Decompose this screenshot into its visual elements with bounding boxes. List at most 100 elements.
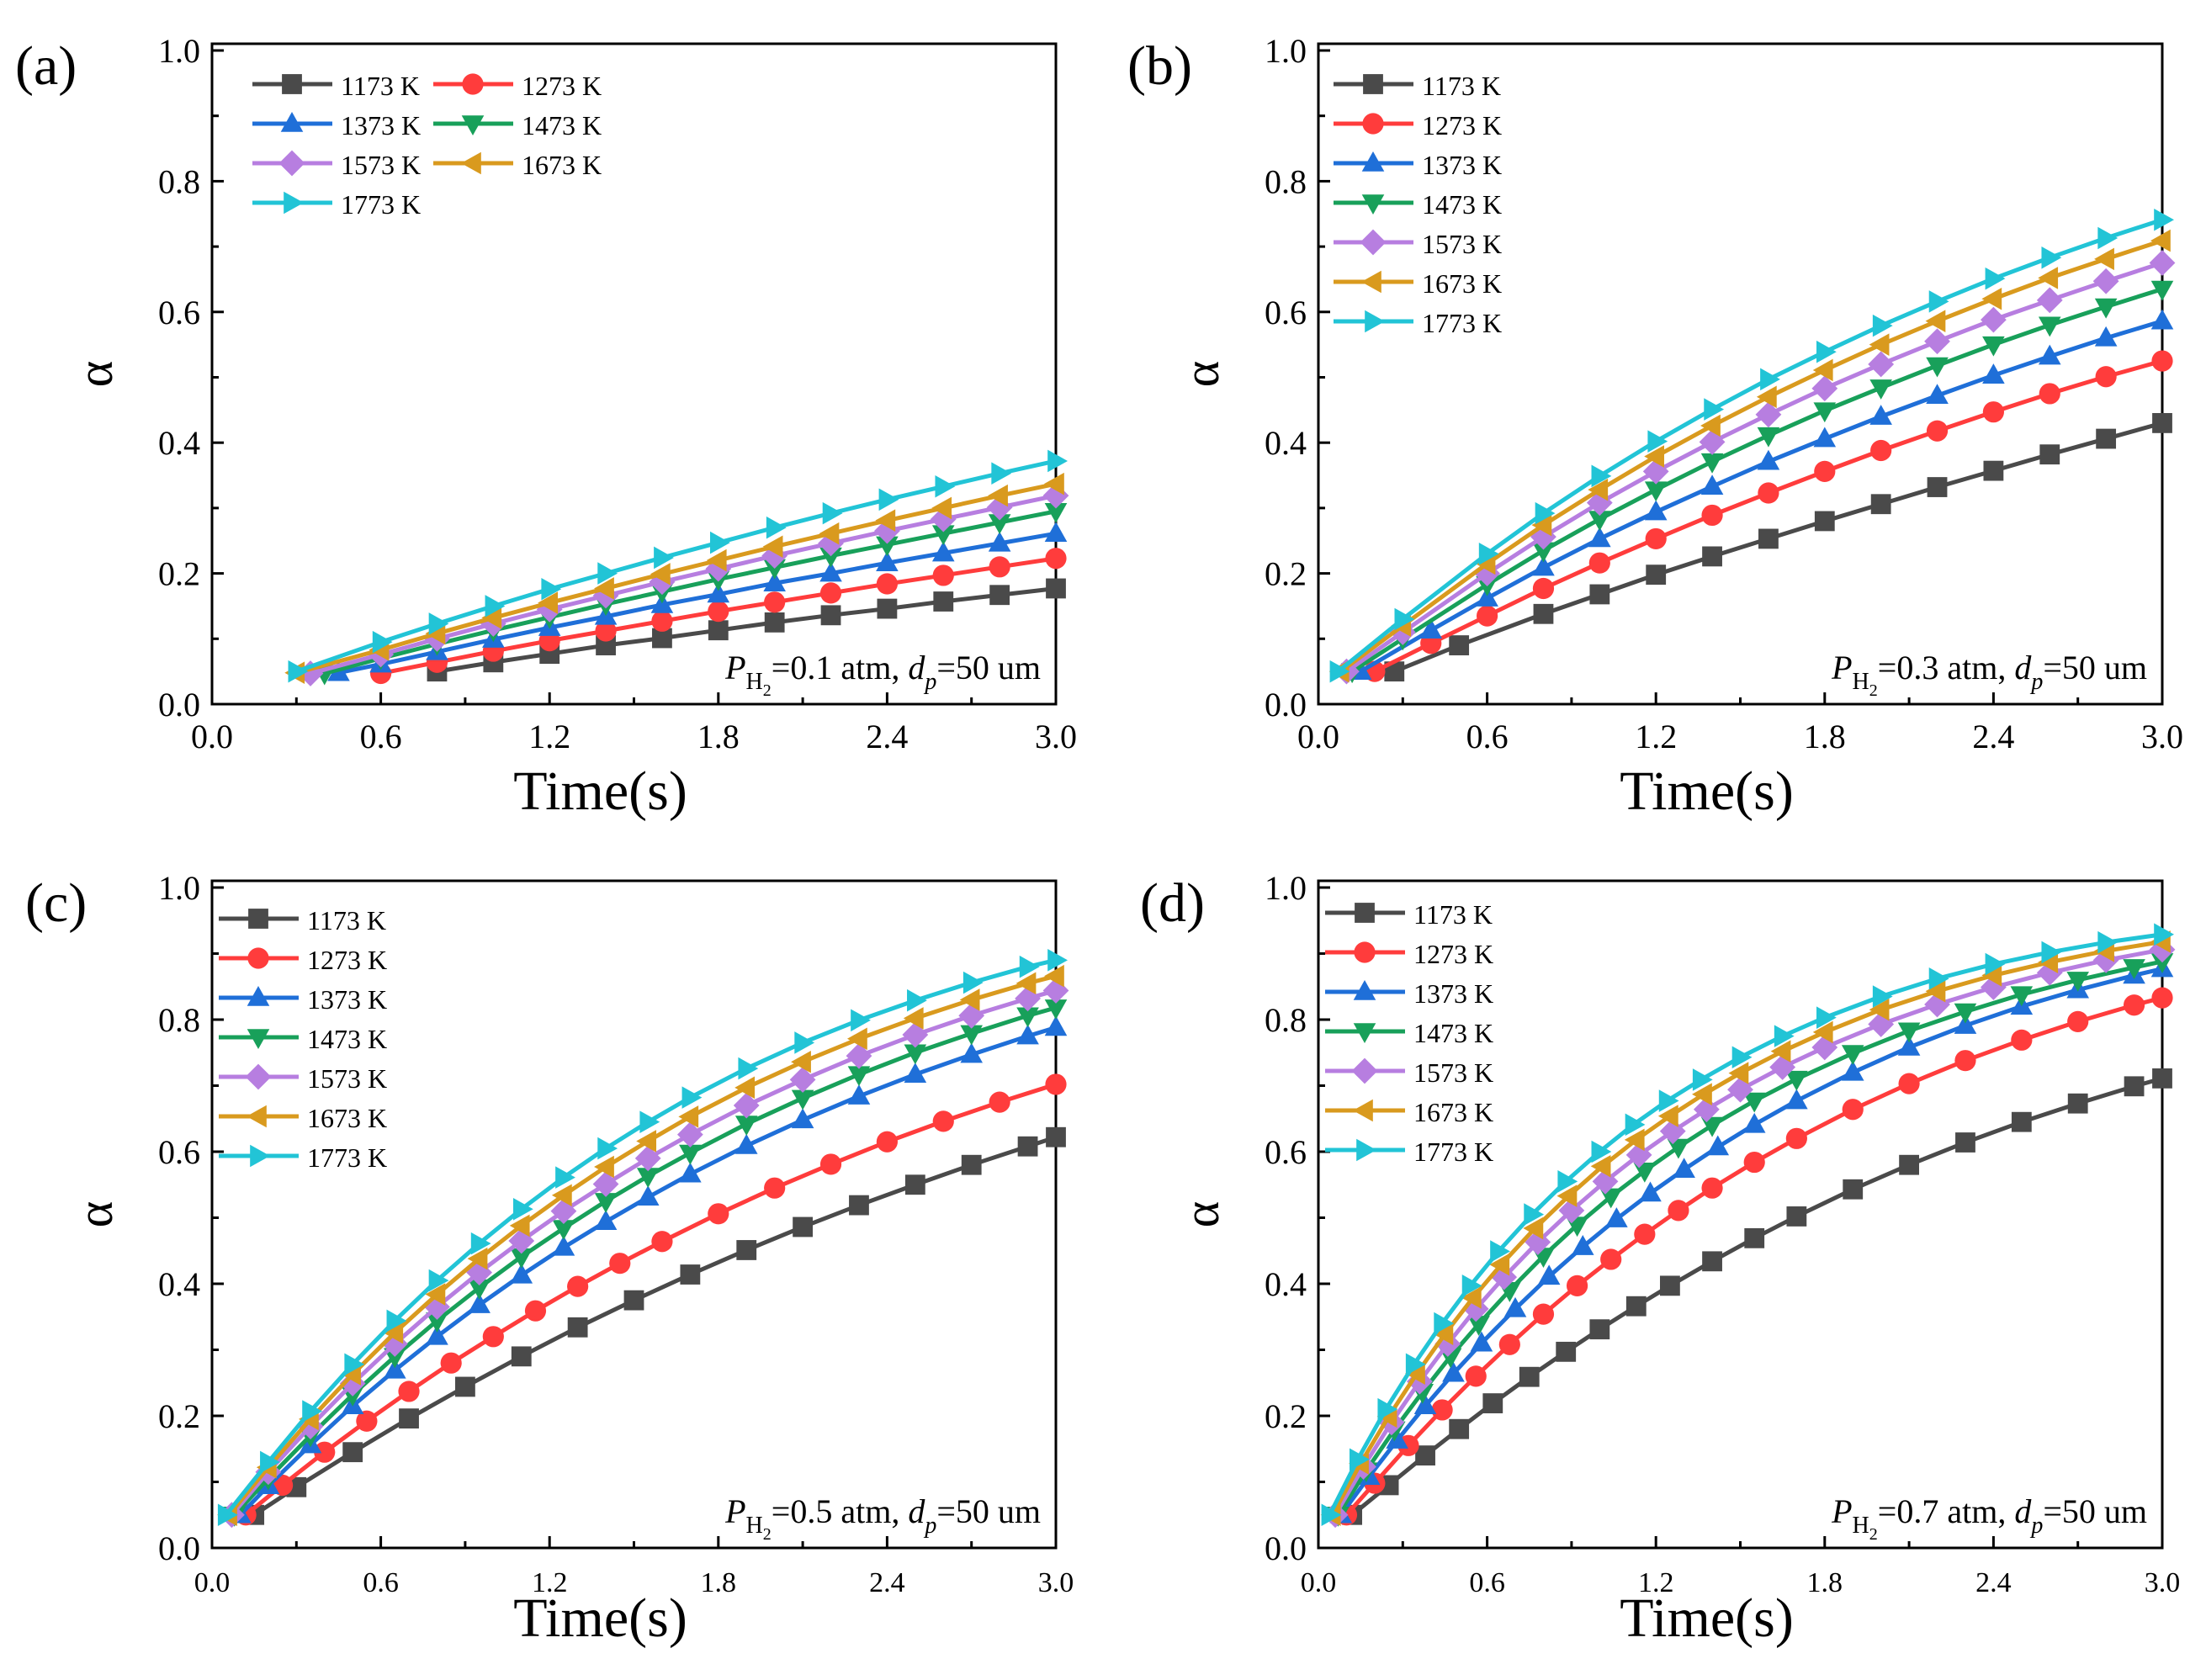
data-point xyxy=(1588,527,1611,548)
series-1473-K xyxy=(1340,280,2174,684)
data-point xyxy=(1532,555,1555,576)
legend-marker xyxy=(1361,194,1385,215)
data-point xyxy=(903,1007,924,1030)
y-tick-label: 0.8 xyxy=(158,1001,200,1039)
data-point xyxy=(551,1184,572,1207)
data-point xyxy=(1461,1286,1482,1309)
data-point xyxy=(1742,1092,1766,1113)
data-point xyxy=(819,561,842,582)
data-point xyxy=(793,1216,813,1237)
data-point xyxy=(733,1092,760,1119)
data-point xyxy=(1449,635,1470,655)
data-point xyxy=(1531,513,1552,537)
x-tick-label: 1.8 xyxy=(697,718,740,755)
data-point xyxy=(426,1324,448,1345)
data-point xyxy=(1377,1397,1398,1421)
data-point xyxy=(1897,1035,1921,1056)
data-point xyxy=(508,1227,535,1254)
y-axis-label: α xyxy=(67,361,123,387)
data-point xyxy=(1869,998,1890,1021)
data-point xyxy=(550,1198,577,1225)
data-point xyxy=(1702,546,1722,567)
series-1173-K xyxy=(1384,412,2172,682)
data-point xyxy=(1586,490,1613,517)
annotation-dsub: p xyxy=(923,1513,936,1539)
data-point xyxy=(1434,1312,1455,1335)
data-point xyxy=(1872,314,1893,337)
data-point xyxy=(1639,1181,1662,1202)
data-point xyxy=(961,1154,982,1175)
data-point xyxy=(1042,482,1069,509)
data-point xyxy=(2149,250,2176,276)
data-point xyxy=(1490,1240,1510,1263)
data-point xyxy=(597,1137,618,1160)
legend-label: 1573 K xyxy=(341,150,421,180)
series-line xyxy=(227,973,1057,1517)
data-point xyxy=(764,612,785,633)
data-point xyxy=(1982,363,2005,384)
data-point xyxy=(930,506,957,533)
data-point xyxy=(1954,1014,1977,1034)
data-point xyxy=(1016,1007,1039,1028)
data-point xyxy=(988,484,1008,507)
legend-label: 1173 K xyxy=(341,71,420,101)
data-point xyxy=(467,1247,488,1270)
data-point xyxy=(849,1195,869,1216)
annotation-size: =50 um xyxy=(936,649,1041,686)
x-axis-label: Time(s) xyxy=(1620,761,1794,822)
y-tick-label: 0.8 xyxy=(158,162,200,200)
data-point xyxy=(676,1121,703,1147)
y-tick-label: 1.0 xyxy=(158,32,200,70)
data-point xyxy=(875,509,896,532)
data-point xyxy=(1482,1393,1503,1413)
legend-label: 1173 K xyxy=(1413,899,1493,930)
legend-label: 1673 K xyxy=(1413,1097,1493,1127)
data-point xyxy=(761,543,788,570)
x-tick-label: 2.4 xyxy=(1975,1567,2012,1598)
data-point xyxy=(1600,1248,1622,1270)
data-point xyxy=(935,474,956,498)
data-point xyxy=(1785,1127,1807,1149)
series-1273-K xyxy=(1335,987,2173,1526)
data-point xyxy=(1981,964,2002,987)
data-point xyxy=(1442,1361,1465,1382)
data-point xyxy=(877,598,898,619)
x-tick-label: 0.0 xyxy=(1297,718,1339,755)
data-point xyxy=(1015,985,1041,1012)
data-point xyxy=(1928,967,1949,990)
data-point xyxy=(592,582,619,609)
x-tick-label: 3.0 xyxy=(1035,718,1077,755)
data-point xyxy=(819,547,842,568)
data-point xyxy=(1644,500,1668,521)
data-point xyxy=(2154,923,2174,946)
y-axis-label: α xyxy=(1174,361,1229,387)
x-tick-label: 2.4 xyxy=(1972,718,2014,755)
annotation-dsub: p xyxy=(2029,669,2043,695)
data-point xyxy=(1813,427,1837,448)
data-point xyxy=(2124,1076,2145,1097)
x-tick-label: 2.4 xyxy=(869,1567,905,1598)
data-point xyxy=(989,1091,1010,1113)
x-tick-label: 1.2 xyxy=(532,1567,568,1598)
plot-frame xyxy=(210,879,1058,1550)
legend-label: 1273 K xyxy=(307,945,387,975)
annotation-sub: H xyxy=(1853,669,1869,695)
legend-marker xyxy=(1361,270,1381,294)
legend-marker xyxy=(247,1105,267,1128)
data-point xyxy=(679,1162,702,1183)
data-point xyxy=(1928,290,1949,313)
data-point xyxy=(710,531,730,554)
data-point xyxy=(819,1153,842,1175)
data-point xyxy=(595,620,617,642)
data-point xyxy=(2066,972,2089,992)
data-point xyxy=(1467,1316,1490,1336)
data-point xyxy=(959,988,980,1011)
data-point xyxy=(1478,542,1499,565)
data-point xyxy=(1588,511,1611,532)
legend-marker xyxy=(1353,980,1376,1000)
data-point xyxy=(594,1193,618,1213)
data-point xyxy=(510,1263,533,1284)
data-point xyxy=(1925,310,1946,332)
data-point xyxy=(932,564,954,586)
legend-marker xyxy=(1356,1138,1376,1162)
